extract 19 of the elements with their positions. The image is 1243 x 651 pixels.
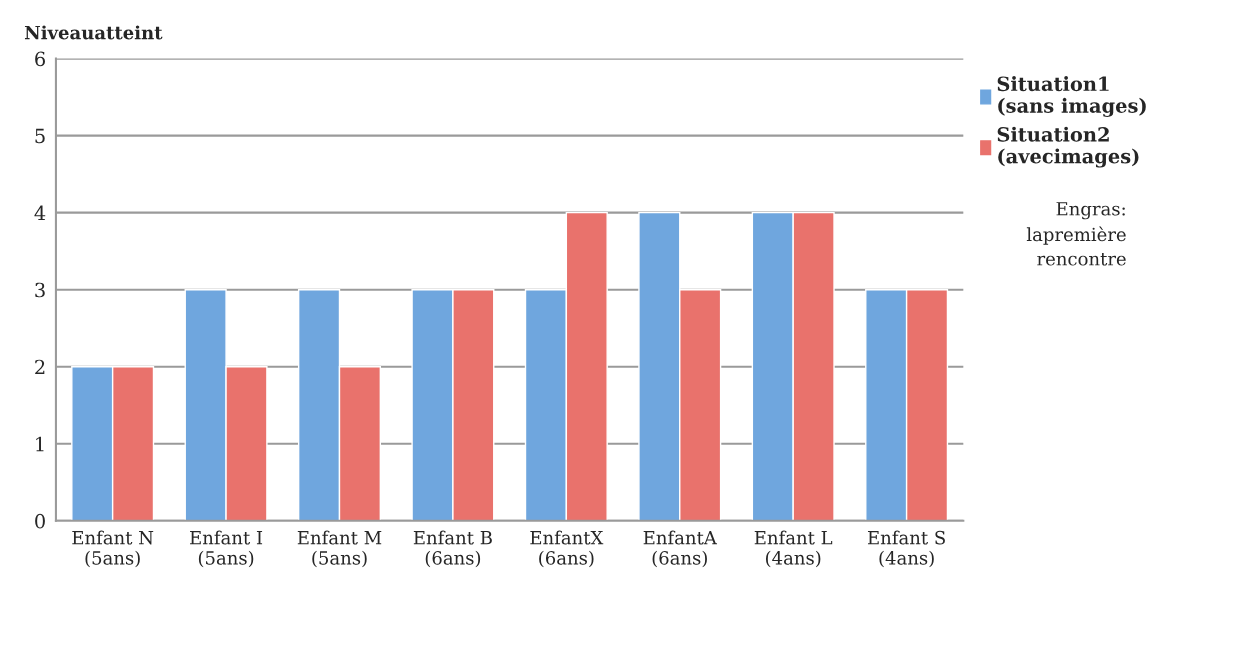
x-tick-label: Enfant S (4ans) [867, 530, 945, 568]
x-tick-label: EnfantX (6ans) [530, 530, 604, 568]
y-axis-title: Niveauatteint [24, 25, 163, 40]
y-tick-label: 3 [35, 282, 45, 298]
text: Engras: lapremière rencontre [1026, 202, 1126, 266]
y-tick-label: 5 [35, 128, 45, 144]
y-tick-label: 1 [36, 436, 44, 452]
y-tick-label: 4 [34, 205, 46, 221]
x-tick-label: Enfant M (5ans) [297, 530, 382, 568]
x-tick-label: Enfant I (5ans) [190, 530, 263, 568]
x-tick-label: Enfant N (5ans) [72, 530, 154, 568]
x-tick-label: Enfant B (6ans) [413, 530, 492, 568]
legend-label: Situation1 (sans images) [997, 76, 1146, 117]
legend-label: Situation2 (avecimages) [997, 126, 1139, 168]
y-tick-label: 2 [35, 359, 45, 375]
y-tick-label: 0 [35, 513, 45, 529]
x-tick-label: EnfantA (6ans) [643, 530, 718, 568]
y-tick-label: 6 [35, 51, 45, 67]
x-tick-label: Enfant L (4ans) [754, 530, 833, 568]
